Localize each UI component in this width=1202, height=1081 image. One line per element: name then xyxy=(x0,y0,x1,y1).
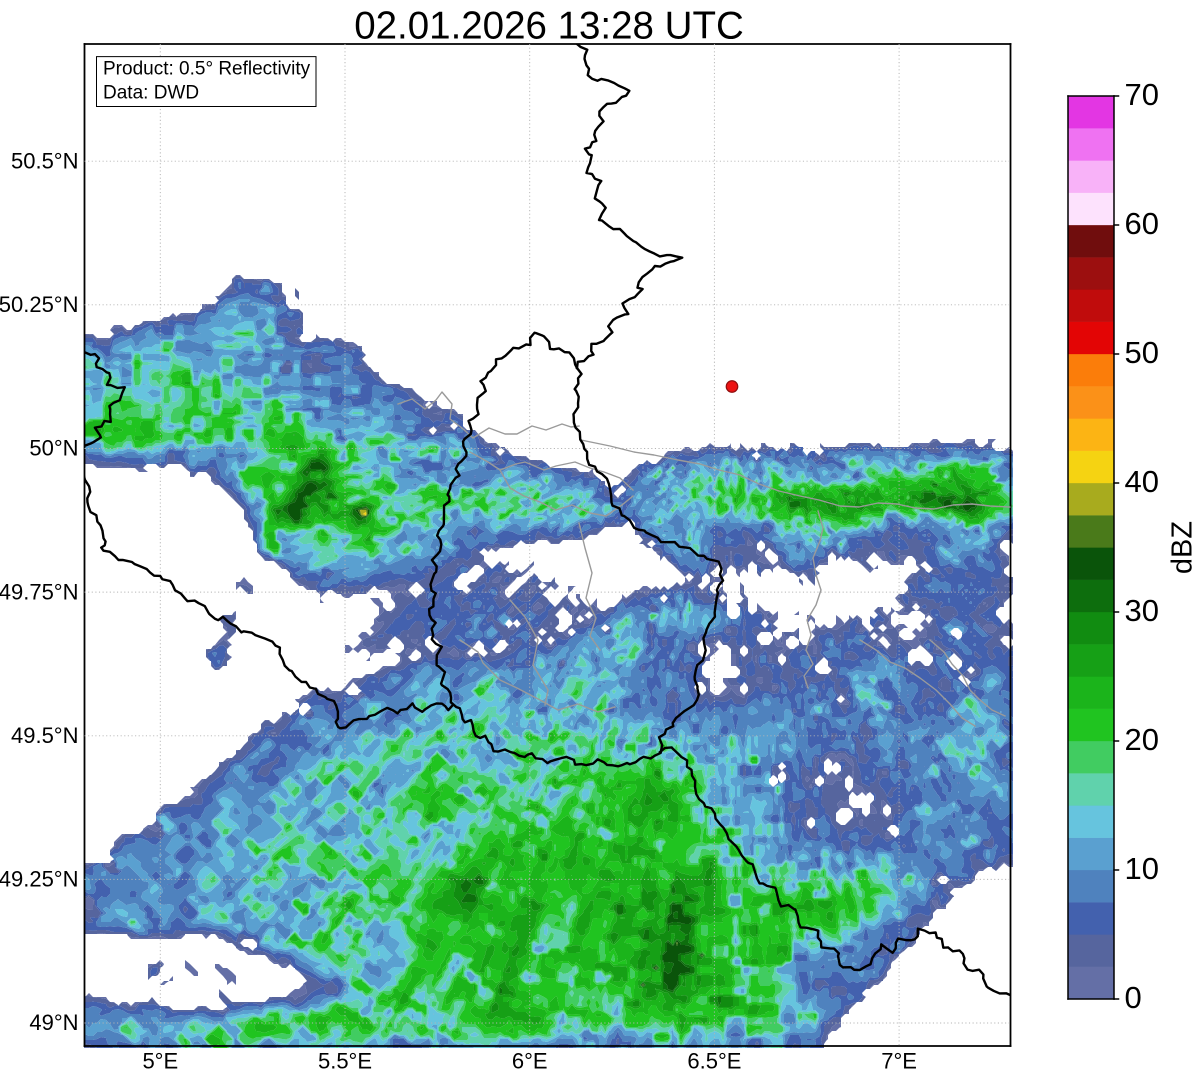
svg-text:dBZ: dBZ xyxy=(1166,521,1198,574)
svg-text:70: 70 xyxy=(1125,77,1159,112)
svg-text:Product: 0.5° Reflectivity: Product: 0.5° Reflectivity xyxy=(103,58,311,79)
svg-text:60: 60 xyxy=(1125,206,1159,241)
svg-text:50°N: 50°N xyxy=(29,436,78,461)
svg-text:7°E: 7°E xyxy=(881,1049,917,1074)
svg-text:10: 10 xyxy=(1125,851,1159,886)
svg-text:49.5°N: 49.5°N xyxy=(11,723,79,748)
svg-text:49°N: 49°N xyxy=(29,1010,78,1035)
svg-text:30: 30 xyxy=(1125,593,1159,628)
svg-text:50: 50 xyxy=(1125,335,1159,370)
svg-text:50.5°N: 50.5°N xyxy=(11,148,79,173)
svg-text:6°E: 6°E xyxy=(512,1049,548,1074)
svg-text:Data: DWD: Data: DWD xyxy=(103,82,199,103)
svg-text:40: 40 xyxy=(1125,464,1159,499)
svg-text:49.75°N: 49.75°N xyxy=(0,579,79,604)
svg-text:20: 20 xyxy=(1125,722,1159,757)
svg-text:5°E: 5°E xyxy=(142,1049,178,1074)
svg-text:49.25°N: 49.25°N xyxy=(0,867,79,892)
svg-text:5.5°E: 5.5°E xyxy=(318,1049,372,1074)
svg-text:0: 0 xyxy=(1125,980,1142,1015)
svg-text:50.25°N: 50.25°N xyxy=(0,292,79,317)
svg-text:02.01.2026 13:28 UTC: 02.01.2026 13:28 UTC xyxy=(354,5,744,48)
svg-text:6.5°E: 6.5°E xyxy=(687,1049,741,1074)
